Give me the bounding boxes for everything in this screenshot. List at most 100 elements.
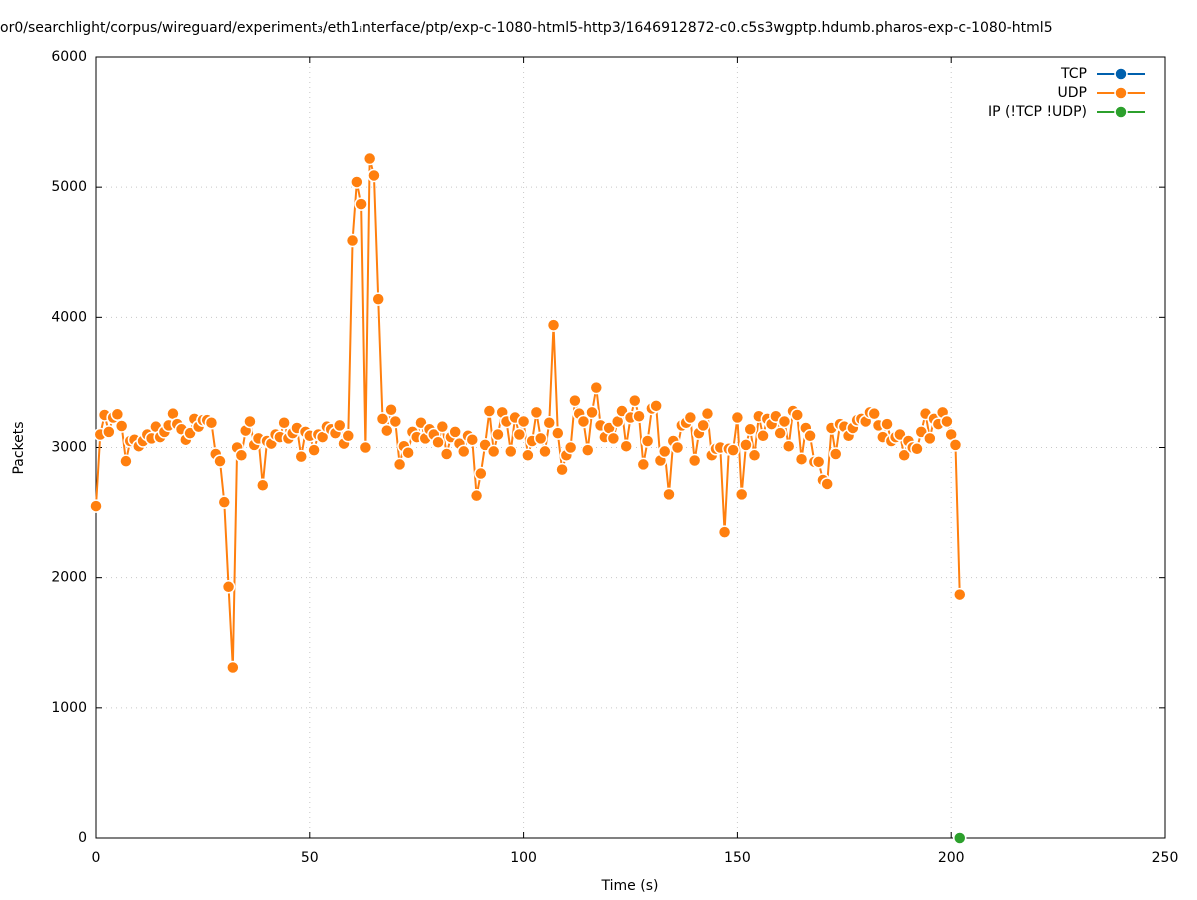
data-point: [469, 488, 484, 503]
data-point: [234, 448, 249, 463]
y-tick-label: 1000: [51, 700, 87, 716]
data-point: [491, 427, 505, 442]
data-point: [700, 406, 715, 421]
data-point: [533, 431, 548, 446]
data-point: [358, 440, 373, 455]
data-point: [828, 447, 843, 461]
data-point: [350, 175, 364, 189]
data-point: [345, 233, 360, 248]
data-point: [632, 409, 646, 424]
data-point: [341, 429, 356, 443]
data-point: [773, 426, 787, 440]
data-point: [204, 416, 219, 430]
data-point: [114, 419, 129, 433]
data-point: [512, 427, 527, 442]
x-tick-label: 250: [1152, 850, 1179, 866]
data-point: [897, 448, 911, 463]
data-point: [948, 438, 963, 452]
plot-border: [95, 56, 1166, 839]
data-point: [256, 478, 270, 492]
data-point: [354, 197, 368, 211]
data-point: [683, 410, 698, 425]
chart-title: or0/searchlight/corpus/wireguard/experim…: [0, 20, 1053, 36]
data-point: [226, 660, 240, 675]
data-point: [243, 414, 257, 429]
data-point: [474, 466, 488, 481]
data-point: [739, 438, 753, 452]
data-point: [940, 414, 954, 429]
legend-label: UDP: [1058, 85, 1087, 101]
data-point: [811, 455, 826, 469]
data-point: [923, 431, 937, 446]
data-point: [332, 418, 347, 433]
data-point: [657, 444, 672, 459]
legend-marker: [1114, 67, 1128, 81]
data-point: [367, 168, 381, 183]
data-point: [743, 422, 757, 437]
data-point: [380, 423, 394, 438]
data-point: [790, 408, 805, 422]
data-point: [670, 440, 685, 455]
data-point: [910, 442, 924, 456]
data-point: [747, 448, 762, 463]
data-point: [953, 587, 967, 602]
data-point: [953, 831, 967, 845]
y-tick-label: 4000: [51, 309, 87, 325]
data-point: [636, 457, 651, 472]
data-point: [551, 426, 565, 440]
data-point: [730, 410, 745, 425]
data-point: [362, 151, 377, 166]
data-point: [384, 403, 398, 417]
y-axis-label: Packets: [11, 421, 27, 474]
data-point: [529, 405, 544, 420]
y-tick-label: 3000: [51, 440, 87, 456]
data-point: [221, 580, 236, 594]
data-point: [521, 448, 535, 463]
data-point: [589, 380, 604, 395]
data-point: [110, 407, 125, 422]
data-point: [585, 405, 599, 420]
data-point: [401, 445, 415, 460]
data-point: [555, 462, 569, 477]
y-tick-label: 2000: [51, 570, 87, 586]
data-point: [781, 439, 796, 453]
data-point: [371, 292, 385, 306]
data-point: [482, 404, 497, 418]
data-point: [734, 487, 749, 502]
data-point: [375, 412, 390, 426]
data-point: [726, 443, 740, 457]
data-point: [448, 425, 462, 439]
legend-label: TCP: [1060, 66, 1087, 82]
data-point: [696, 418, 710, 433]
data-point: [102, 425, 116, 439]
data-point: [542, 416, 557, 430]
data-point: [580, 443, 595, 457]
y-tick-label: 5000: [51, 179, 87, 195]
data-point: [431, 435, 445, 450]
data-point: [307, 443, 321, 457]
data-point: [794, 452, 809, 466]
data-point: [294, 449, 308, 464]
x-tick-label: 150: [724, 850, 751, 866]
data-point: [213, 454, 227, 468]
data-point: [546, 318, 561, 332]
y-tick-label: 6000: [51, 49, 87, 65]
data-point: [803, 429, 817, 443]
data-point: [628, 393, 642, 408]
data-point: [516, 414, 531, 429]
data-point: [465, 432, 480, 447]
data-point: [119, 454, 133, 468]
legend-marker: [1114, 105, 1128, 119]
x-tick-label: 200: [938, 850, 965, 866]
data-point: [439, 447, 454, 461]
data-point: [649, 399, 663, 413]
data-point: [619, 439, 633, 453]
data-point: [504, 444, 518, 459]
data-point: [820, 477, 834, 491]
data-point: [867, 406, 881, 421]
data-point: [717, 525, 732, 539]
data-point: [388, 414, 403, 429]
data-point: [563, 440, 578, 455]
